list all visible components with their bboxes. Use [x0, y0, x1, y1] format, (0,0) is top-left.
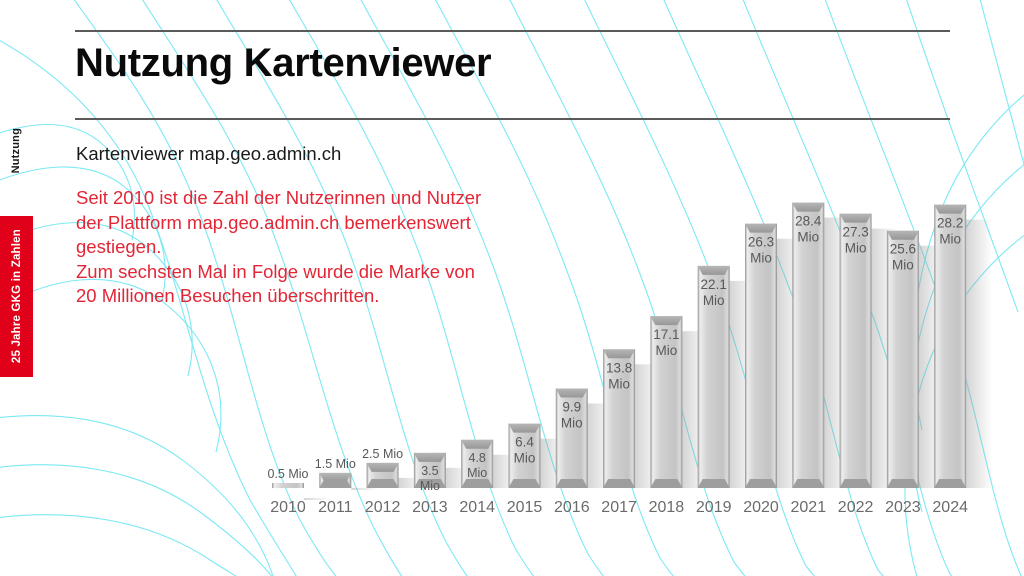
bar-base-cap: [886, 479, 919, 488]
bar-base-cap: [934, 479, 967, 488]
bar-base-cap: [839, 479, 872, 488]
bar-base-cap: [792, 479, 825, 488]
bar-top-cap: [555, 388, 588, 398]
highlight-line: Seit 2010 ist die Zahl der Nutzerinnen u…: [76, 187, 482, 208]
bar-shadow: [351, 487, 378, 490]
bar-shadow: [304, 497, 330, 500]
bar-base-cap: [508, 479, 541, 488]
axis-year-2011: 2011: [318, 499, 353, 516]
bar-body: [697, 265, 730, 488]
axis-year-2012: 2012: [365, 499, 401, 516]
bar-body: [272, 482, 304, 488]
bar-top-cap: [745, 223, 777, 233]
bar-body: [839, 213, 872, 488]
bar-base-cap: [603, 479, 636, 488]
anniversary-badge: 25 Jahre GKG in Zahlen: [0, 216, 33, 377]
bar-body: [650, 316, 683, 488]
bar-body: [792, 202, 825, 488]
bar-top-cap: [697, 265, 730, 275]
bar-top-cap: [886, 230, 919, 240]
bar-base-cap: [650, 479, 683, 488]
bar-body: [934, 204, 967, 488]
highlight-line: der Plattform map.geo.admin.ch bemerkens…: [76, 211, 471, 233]
bar-top-cap: [508, 423, 541, 433]
highlight-line: gestiegen.: [76, 236, 162, 258]
bar-top-cap: [603, 349, 636, 359]
bar-body: [745, 223, 777, 488]
axis-year-2010: 2010: [270, 499, 306, 516]
axis-year-2023: 2023: [885, 499, 921, 516]
bar-base-cap: [413, 479, 446, 488]
bar-base-cap: [745, 479, 777, 488]
bar-base-cap: [555, 479, 588, 488]
bar-value-label: 2.5 Mio: [362, 447, 403, 461]
bar-top-cap: [934, 204, 967, 214]
bar-top-cap: [792, 202, 825, 212]
anniversary-badge-label: 25 Jahre GKG in Zahlen: [10, 229, 23, 364]
bar-top-cap: [413, 452, 446, 462]
subtitle-text: Kartenviewer map.geo.admin.ch: [76, 143, 342, 164]
axis-year-2014: 2014: [459, 499, 495, 516]
bar-base-cap: [697, 479, 730, 488]
axis-year-2017: 2017: [601, 499, 637, 516]
bar-base-cap: [461, 479, 494, 488]
header-rule-bottom: [75, 118, 950, 120]
bar-top-cap: [650, 316, 683, 326]
bar-value-label: 1.5 Mio: [315, 457, 356, 471]
highlight-paragraph: Seit 2010 ist die Zahl der Nutzerinnen u…: [76, 186, 546, 309]
bar-top-cap: [366, 462, 399, 472]
highlight-line: Zum sechsten Mal in Folge wurde die Mark…: [76, 260, 475, 282]
bar-top-cap: [461, 439, 494, 449]
bar-top-cap: [839, 213, 872, 223]
header-rule-top: [75, 30, 950, 32]
axis-year-2013: 2013: [412, 499, 448, 516]
axis-year-2020: 2020: [743, 499, 779, 516]
highlight-line: 20 Millionen Besuchen überschritten.: [76, 285, 380, 307]
axis-year-2016: 2016: [554, 499, 590, 516]
axis-year-2021: 2021: [791, 499, 827, 516]
bar-body: [886, 230, 919, 488]
vertical-section-label: Nutzung: [10, 128, 22, 174]
axis-year-2019: 2019: [696, 499, 732, 516]
axis-year-2018: 2018: [649, 499, 685, 516]
axis-year-2015: 2015: [507, 499, 543, 516]
axis-year-2022: 2022: [838, 499, 874, 516]
bar-2024[interactable]: [934, 204, 993, 488]
page-title: Nutzung Kartenviewer: [75, 41, 492, 85]
axis-year-2024: 2024: [932, 499, 968, 516]
bar-body: [508, 423, 541, 488]
bar-base-cap: [366, 479, 399, 488]
bar-base-cap: [319, 479, 352, 488]
bar-value-label: 0.5 Mio: [268, 467, 309, 481]
bar-shadow: [966, 219, 993, 488]
bar-body: [603, 349, 636, 488]
bar-body: [555, 388, 588, 488]
